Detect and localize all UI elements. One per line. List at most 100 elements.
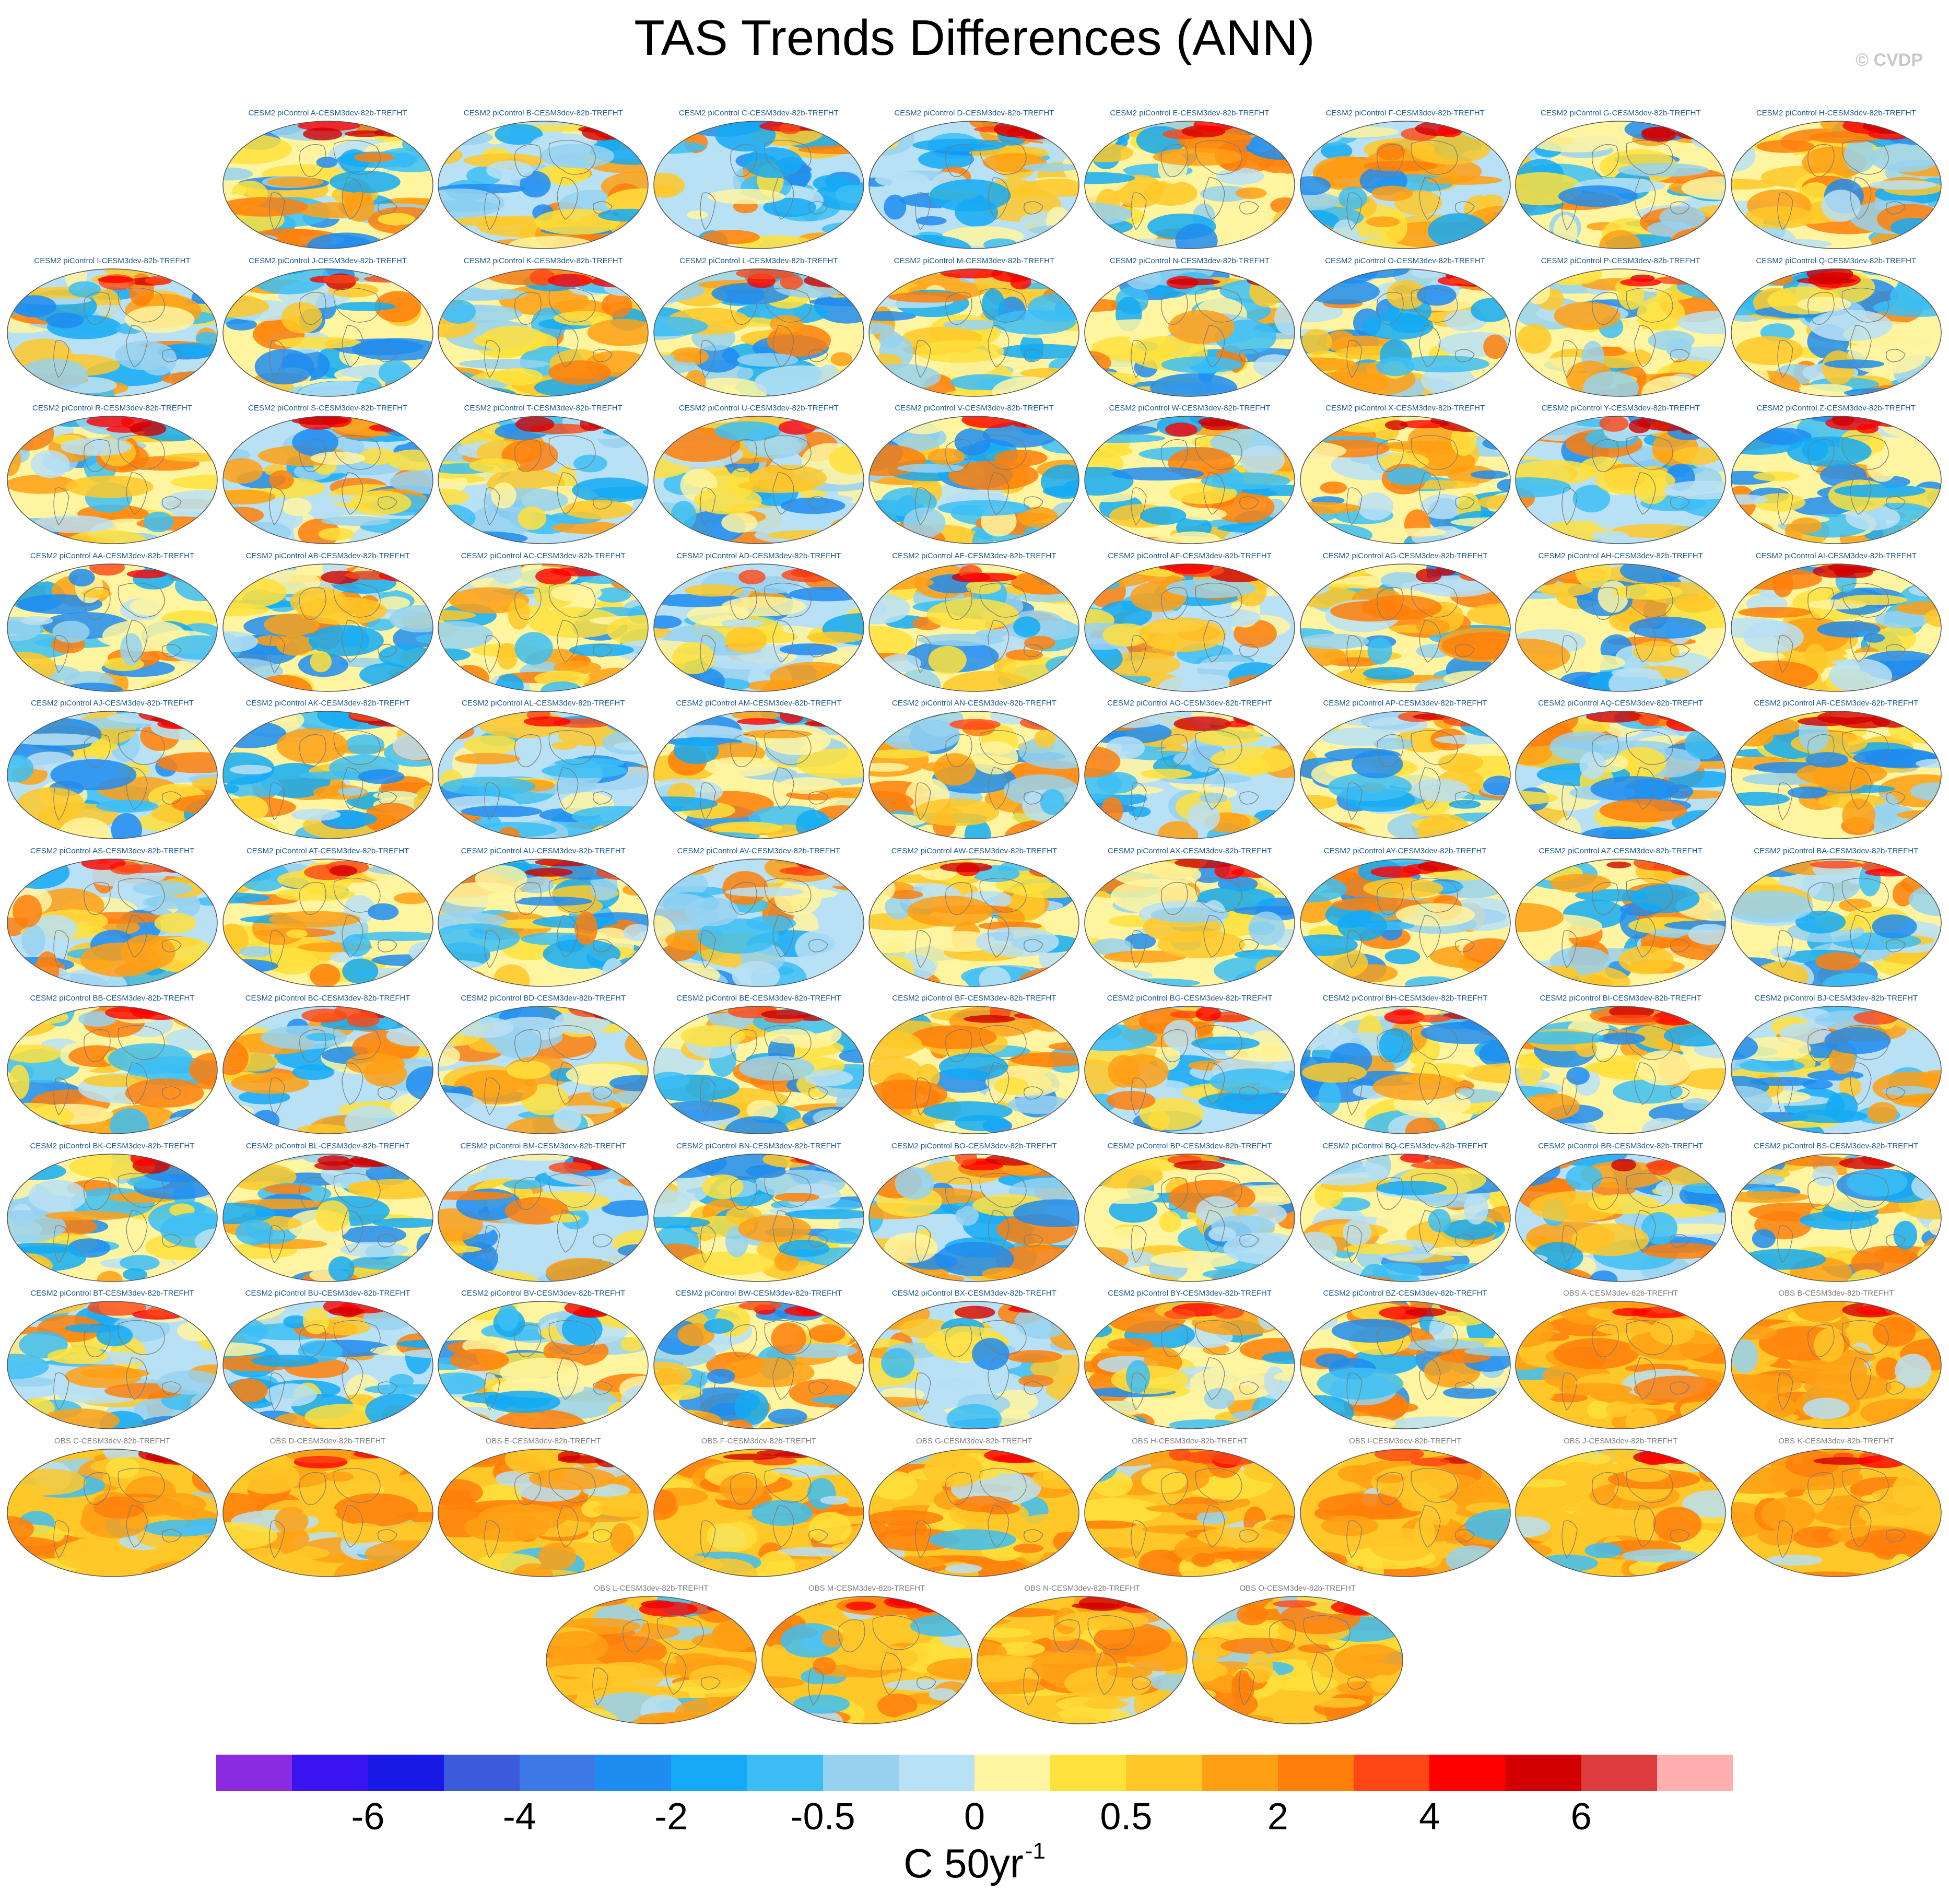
global-map — [653, 121, 864, 249]
trend-patch — [1496, 479, 1510, 492]
polar-trend-patch — [593, 1008, 640, 1020]
trend-patch — [1300, 633, 1369, 649]
trend-patch — [442, 777, 536, 796]
trend-patch — [160, 490, 217, 517]
trend-patch — [734, 1390, 769, 1425]
trend-patch — [1791, 1109, 1868, 1123]
map-panel: CESM2 piControl AQ-CESM3dev-82b-TREFHT — [1514, 699, 1727, 840]
trend-patch — [468, 505, 534, 538]
trend-patch — [7, 1354, 49, 1379]
trend-patch — [1247, 1301, 1271, 1315]
panel-title: CESM2 piControl AV-CESM3dev-82b-TREFHT — [677, 846, 840, 855]
trend-patch — [268, 910, 360, 927]
trend-patch — [553, 1106, 582, 1131]
trend-patch — [7, 573, 42, 582]
polar-trend-patch — [738, 569, 766, 584]
trend-patch — [1161, 356, 1242, 373]
trend-patch — [1094, 1188, 1159, 1204]
polar-trend-patch — [1384, 1010, 1425, 1025]
trend-patch — [222, 507, 264, 524]
trend-patch — [764, 725, 831, 755]
trend-patch — [1264, 172, 1295, 193]
trend-patch — [1416, 618, 1450, 635]
trend-patch — [308, 625, 384, 656]
trend-patch — [1096, 772, 1138, 794]
global-map — [1731, 858, 1942, 987]
trend-patch — [222, 458, 263, 484]
trend-patch — [492, 1154, 585, 1161]
trend-patch — [1787, 436, 1872, 467]
global-map — [7, 563, 218, 692]
global-map — [868, 1153, 1080, 1282]
polar-trend-patch — [126, 569, 167, 578]
trend-patch — [1834, 484, 1926, 498]
global-map — [222, 268, 433, 397]
trend-patch — [420, 1394, 433, 1421]
trend-patch — [1017, 507, 1059, 528]
trend-patch — [685, 897, 739, 926]
trend-patch — [296, 1124, 350, 1134]
trend-patch — [1007, 1095, 1072, 1114]
trend-patch — [1482, 1117, 1510, 1134]
trend-patch — [1200, 185, 1251, 202]
trend-patch — [1371, 185, 1413, 202]
trend-patch — [1890, 218, 1936, 237]
trend-patch — [1332, 897, 1422, 911]
trend-patch — [1361, 312, 1434, 339]
map-panel: CESM2 piControl BR-CESM3dev-82b-TREFHT — [1514, 1142, 1727, 1283]
polar-trend-patch — [760, 1009, 812, 1019]
trend-patch — [142, 895, 194, 909]
global-map — [7, 1006, 218, 1134]
polar-trend-patch — [1853, 1010, 1898, 1025]
trend-patch — [68, 281, 101, 297]
trend-patch — [251, 1355, 319, 1367]
trend-patch — [1618, 280, 1645, 310]
panel-title: CESM2 piControl BB-CESM3dev-82b-TREFHT — [30, 994, 195, 1003]
map-border — [868, 1006, 1080, 1134]
map-panel: CESM2 piControl I-CESM3dev-82b-TREFHT — [6, 256, 218, 397]
map-border — [653, 858, 864, 987]
trend-patch — [1841, 798, 1875, 833]
polar-trend-patch — [1168, 278, 1220, 285]
panel-title: CESM2 piControl AN-CESM3dev-82b-TREFHT — [891, 699, 1056, 708]
trend-patch — [1201, 472, 1290, 490]
map-border — [1515, 1006, 1726, 1134]
map-border — [438, 1153, 649, 1282]
polar-trend-patch — [89, 563, 125, 575]
trend-patch — [1419, 494, 1467, 520]
trend-patch — [590, 1421, 649, 1429]
trend-patch — [1629, 616, 1706, 639]
trend-patch — [378, 360, 412, 385]
map-border — [1084, 563, 1295, 692]
trend-patch — [1731, 820, 1781, 837]
trend-patch — [310, 451, 366, 465]
trend-patch — [1208, 1226, 1236, 1242]
trend-patch — [746, 1164, 786, 1178]
polar-trend-patch — [1195, 1006, 1222, 1021]
coastline — [1777, 287, 1906, 378]
trend-patch — [809, 1301, 864, 1310]
polar-trend-patch — [378, 859, 433, 869]
map-border — [1515, 858, 1726, 987]
global-map — [7, 1153, 218, 1282]
trend-patch — [453, 216, 530, 227]
global-map — [1299, 711, 1511, 839]
trend-patch — [694, 486, 762, 515]
map-border — [7, 268, 218, 397]
map-border — [438, 1301, 649, 1429]
panel-title: CESM2 piControl Q-CESM3dev-82b-TREFHT — [1756, 256, 1917, 265]
trend-patch — [701, 230, 760, 244]
trend-patch — [1011, 570, 1079, 595]
trend-patch — [1575, 889, 1649, 901]
trend-patch — [616, 818, 641, 839]
global-map — [438, 858, 649, 987]
polar-trend-patch — [349, 711, 395, 721]
trend-patch — [1085, 1115, 1107, 1132]
map-border — [1299, 563, 1511, 692]
trend-patch — [1438, 753, 1483, 773]
map-panel: CESM2 piControl P-CESM3dev-82b-TREFHT — [1514, 256, 1727, 397]
trend-patch — [1102, 623, 1150, 647]
map-border — [1731, 121, 1942, 249]
trend-patch — [1688, 923, 1726, 945]
trend-patch — [291, 428, 338, 456]
